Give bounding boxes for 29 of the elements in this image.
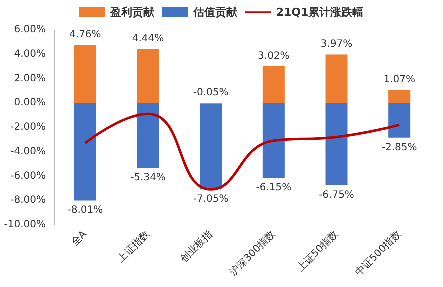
- y-tick-label: 2.00%: [14, 73, 46, 84]
- y-tick-label: -8.00%: [10, 195, 46, 206]
- y-tick-label: -6.00%: [10, 170, 46, 182]
- y-tick-label: -4.00%: [10, 146, 46, 158]
- x-tick-label: 沪深300指数: [228, 228, 278, 279]
- data-label: 4.44%: [132, 34, 164, 45]
- legend-label: 估值贡献: [192, 6, 238, 19]
- legend-label: 21Q1累计涨跌幅: [276, 6, 364, 19]
- legend-label: 盈利贡献: [109, 6, 156, 19]
- y-tick-label: -10.00%: [4, 220, 46, 230]
- data-label: 1.07%: [384, 74, 416, 86]
- y-tick-label: 4.00%: [14, 48, 46, 60]
- x-tick-label: 上证指数: [115, 228, 152, 266]
- x-tick-label: 创业板指: [178, 228, 215, 266]
- data-label: -7.05%: [193, 194, 229, 206]
- data-label: -8.01%: [68, 205, 104, 216]
- data-label: -5.34%: [130, 172, 166, 184]
- data-label: -6.15%: [256, 182, 292, 194]
- y-tick-label: 6.00%: [14, 24, 46, 36]
- y-tick-label: 0.00%: [14, 98, 46, 109]
- data-label: -0.05%: [193, 88, 229, 99]
- data-label: 3.02%: [258, 50, 290, 62]
- data-label: 4.76%: [70, 30, 102, 41]
- data-label: -6.75%: [319, 190, 354, 201]
- x-tick-label: 上证50指数: [294, 228, 341, 274]
- data-label: -2.85%: [382, 142, 418, 154]
- y-tick-label: -2.00%: [10, 122, 46, 133]
- x-tick-label: 全A: [68, 228, 90, 249]
- data-label: 3.97%: [320, 39, 353, 50]
